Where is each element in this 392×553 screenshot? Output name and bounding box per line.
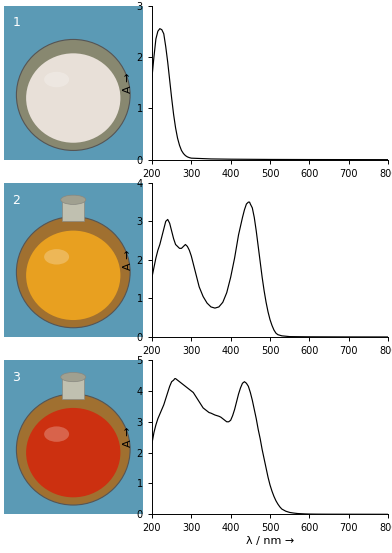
Ellipse shape bbox=[44, 426, 69, 442]
Ellipse shape bbox=[16, 39, 130, 150]
Ellipse shape bbox=[26, 53, 120, 143]
Bar bbox=[62, 377, 84, 399]
Ellipse shape bbox=[44, 72, 69, 87]
Ellipse shape bbox=[16, 394, 130, 505]
Ellipse shape bbox=[26, 231, 120, 320]
Text: 3: 3 bbox=[12, 371, 20, 384]
Ellipse shape bbox=[44, 249, 69, 264]
Ellipse shape bbox=[16, 217, 130, 328]
X-axis label: λ / nm →: λ / nm → bbox=[246, 536, 294, 546]
Ellipse shape bbox=[26, 408, 120, 497]
Y-axis label: A →: A → bbox=[123, 427, 132, 447]
Y-axis label: A →: A → bbox=[123, 249, 132, 270]
Text: 2: 2 bbox=[12, 194, 20, 207]
Ellipse shape bbox=[61, 373, 86, 382]
Y-axis label: A →: A → bbox=[123, 72, 132, 93]
Bar bbox=[62, 200, 84, 221]
Text: 1: 1 bbox=[12, 17, 20, 29]
Ellipse shape bbox=[61, 195, 86, 205]
